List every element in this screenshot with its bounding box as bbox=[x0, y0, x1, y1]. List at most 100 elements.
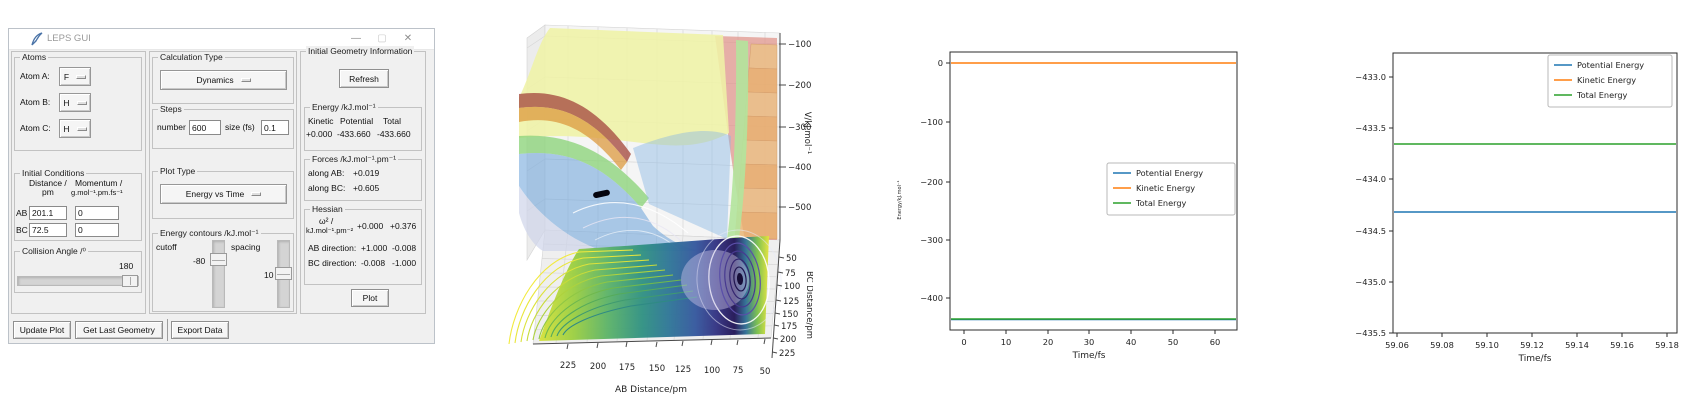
atom-c-dropdown[interactable]: H bbox=[59, 119, 91, 138]
ab-tick: 150 bbox=[649, 364, 665, 374]
maximize-button[interactable]: ▢ bbox=[377, 33, 387, 44]
trajectory-marker bbox=[593, 189, 610, 199]
legend-label-potential: Potential Energy bbox=[1136, 168, 1203, 178]
v-tick: −300 bbox=[788, 123, 811, 133]
refresh-button[interactable]: Refresh bbox=[339, 69, 389, 88]
legend-label-potential: Potential Energy bbox=[1577, 60, 1644, 70]
steps-group: Steps bbox=[152, 104, 294, 149]
v-tick: −200 bbox=[788, 81, 811, 91]
collision-angle-value: 180 bbox=[119, 261, 134, 271]
cutoff-value: -80 bbox=[193, 256, 206, 266]
atoms-group: Atoms bbox=[14, 52, 142, 151]
collision-angle-legend: Collision Angle /⁰ bbox=[20, 246, 88, 257]
steps-number-field[interactable] bbox=[189, 120, 221, 135]
ab-tick: 175 bbox=[619, 363, 635, 373]
bc-tick: 50 bbox=[786, 254, 797, 264]
cutoff-slider-handle[interactable] bbox=[210, 253, 227, 266]
dropdown-indicator-icon bbox=[76, 126, 87, 131]
minimize-button[interactable]: — bbox=[351, 33, 361, 44]
hessian-ab-label: AB direction: bbox=[308, 243, 357, 253]
hessian-bc-v1: -0.008 bbox=[361, 258, 386, 268]
initial-geometry-group: Initial Geometry Information bbox=[300, 46, 426, 314]
dropdown-indicator-icon bbox=[251, 192, 262, 196]
energy-contours-legend: Energy contours /kJ.mol⁻¹ bbox=[158, 228, 261, 239]
plot-type-group: Plot Type bbox=[152, 166, 294, 219]
dropdown-indicator-icon bbox=[76, 74, 87, 79]
y-tick: −100 bbox=[920, 117, 943, 127]
column-frame-left bbox=[11, 51, 146, 314]
momentum-unit: g.mol⁻¹.pm.fs⁻¹ bbox=[71, 188, 123, 197]
calculation-type-value: Dynamics bbox=[196, 75, 234, 85]
force-ab-value: +0.019 bbox=[353, 168, 380, 178]
atom-a-dropdown[interactable]: F bbox=[59, 67, 91, 86]
calculation-type-dropdown[interactable]: Dynamics bbox=[160, 70, 287, 90]
x-axis-label: Time/fs bbox=[1518, 354, 1552, 364]
x-tick: 0 bbox=[961, 337, 966, 347]
cutoff-slider[interactable] bbox=[212, 240, 225, 308]
bc-tick: 125 bbox=[783, 297, 799, 307]
close-button[interactable]: ✕ bbox=[403, 33, 413, 44]
atom-b-dropdown[interactable]: H bbox=[59, 93, 91, 112]
distance-unit: pm bbox=[42, 187, 54, 197]
y-tick: −200 bbox=[920, 177, 943, 187]
calculation-type-legend: Calculation Type bbox=[158, 52, 225, 63]
x-tick: 59.18 bbox=[1655, 340, 1679, 350]
collision-angle-slider-handle[interactable] bbox=[122, 275, 138, 287]
bc-tick: 75 bbox=[785, 269, 796, 279]
zoom-energy-plot-figure: 59.06 59.08 59.10 59.12 59.14 59.16 59.1… bbox=[1355, 52, 1679, 364]
bc-axis-label: BC Distance/pm bbox=[804, 271, 813, 339]
plot-button[interactable]: Plot bbox=[351, 289, 389, 307]
hessian-omega-label-bottom: kJ.mol⁻¹.pm⁻² bbox=[306, 226, 354, 235]
update-plot-button[interactable]: Update Plot bbox=[13, 321, 71, 339]
dropdown-indicator-icon bbox=[76, 100, 87, 105]
x-tick: 59.16 bbox=[1610, 340, 1634, 350]
tick-labels: 0 10 20 30 40 50 60 0 −100 −200 −300 −40… bbox=[897, 58, 1220, 361]
ab-distance-field[interactable] bbox=[29, 206, 67, 220]
surface-plot-figure: −100 −200 −300 −400 −500 V/kJ.mol⁻¹ 50 7… bbox=[508, 24, 813, 395]
ab-tick: 75 bbox=[733, 366, 744, 376]
collision-angle-slider[interactable] bbox=[17, 276, 139, 286]
export-data-button[interactable]: Export Data bbox=[171, 321, 229, 339]
legend-label-kinetic: Kinetic Energy bbox=[1136, 183, 1195, 193]
bc-tick: 200 bbox=[780, 335, 796, 345]
y-tick: −435.0 bbox=[1355, 277, 1386, 287]
atom-c-value: H bbox=[63, 123, 70, 134]
window-titlebar[interactable]: LEPS GUI — ▢ ✕ bbox=[9, 29, 434, 50]
hessian-subgroup: Hessian bbox=[304, 204, 422, 285]
spacing-slider-handle[interactable] bbox=[275, 267, 292, 280]
tick-marks bbox=[946, 62, 1216, 334]
bc-momentum-field[interactable] bbox=[75, 223, 119, 237]
get-last-geometry-button[interactable]: Get Last Geometry bbox=[75, 321, 163, 339]
x-tick: 40 bbox=[1126, 337, 1137, 347]
forces-subgroup-legend: Forces /kJ.mol⁻¹.pm⁻¹ bbox=[310, 154, 399, 165]
plot-type-legend: Plot Type bbox=[158, 166, 198, 177]
energy-value-kinetic: +0.000 bbox=[306, 129, 333, 139]
calculation-type-group: Calculation Type bbox=[152, 52, 294, 104]
steps-size-field[interactable] bbox=[261, 120, 289, 135]
energy-subgroup-legend: Energy /kJ.mol⁻¹ bbox=[310, 102, 378, 113]
ab-momentum-field[interactable] bbox=[75, 206, 119, 220]
atom-b-value: H bbox=[63, 97, 70, 108]
energy-header-potential: Potential bbox=[340, 116, 374, 126]
atom-a-label: Atom A: bbox=[20, 71, 50, 81]
x-axis-label: Time/fs bbox=[1072, 351, 1106, 361]
x-tick: 59.06 bbox=[1385, 340, 1409, 350]
bc-tick: 175 bbox=[781, 322, 797, 332]
bc-distance-field[interactable] bbox=[29, 223, 67, 237]
forces-subgroup: Forces /kJ.mol⁻¹.pm⁻¹ bbox=[304, 154, 422, 201]
plot-type-dropdown[interactable]: Energy vs Time bbox=[160, 184, 287, 204]
steps-legend: Steps bbox=[158, 104, 184, 115]
force-bc-value: +0.605 bbox=[353, 183, 380, 193]
collision-angle-group: Collision Angle /⁰ bbox=[14, 246, 142, 293]
steps-number-label: number bbox=[157, 122, 186, 132]
x-tick: 20 bbox=[1043, 337, 1054, 347]
bc-tick: 150 bbox=[782, 310, 798, 320]
initial-conditions-legend: Initial Conditions bbox=[20, 168, 87, 179]
y-axis-label: Energy/kJ.mol⁻¹ bbox=[897, 180, 903, 219]
bc-tick: 225 bbox=[779, 349, 795, 359]
force-bc-label: along BC: bbox=[308, 183, 346, 193]
cutoff-label: cutoff bbox=[156, 242, 177, 252]
x-tick: 59.08 bbox=[1430, 340, 1454, 350]
force-ab-label: along AB: bbox=[308, 168, 345, 178]
